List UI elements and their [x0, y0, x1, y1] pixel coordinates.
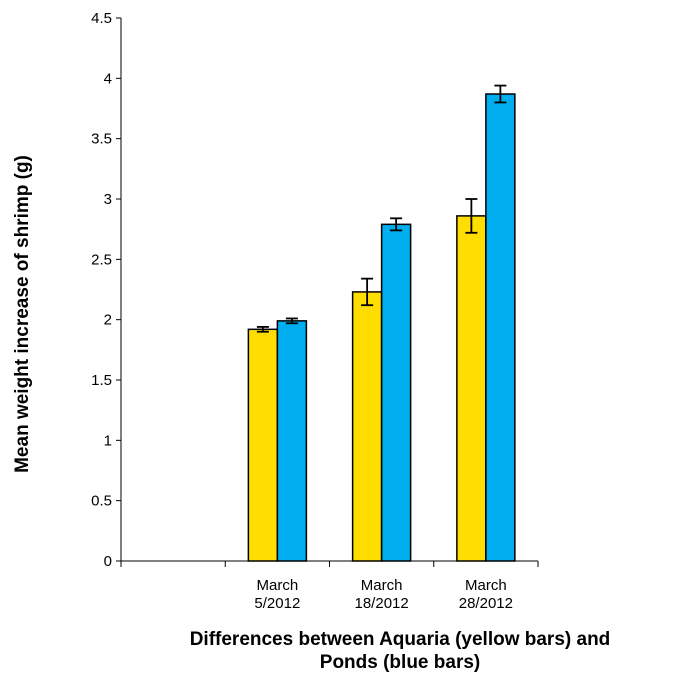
bar: [351, 291, 383, 562]
x-axis-title-line-2: Ponds (blue bars): [320, 652, 480, 673]
y-tick-label: 3.5: [91, 131, 112, 148]
y-tick-label: 0.5: [91, 493, 112, 510]
y-axis-title: Mean weight increase of shrimp (g): [12, 155, 33, 473]
bar: [247, 328, 279, 562]
y-tick-label: 2.5: [91, 251, 112, 268]
bars-layer: [247, 84, 516, 562]
y-tick-label: 1.5: [91, 372, 112, 389]
y-tick-label: 4: [104, 70, 112, 87]
bar: [380, 223, 412, 562]
y-tick-label: 1: [104, 432, 112, 449]
bar: [456, 215, 487, 562]
x-category-label: 28/2012: [459, 595, 513, 612]
x-category-label: March: [361, 577, 403, 594]
y-tick-label: 2: [104, 312, 112, 329]
y-tick-label: 4.5: [91, 10, 112, 27]
y-ticks: 0 0.5 1 1.5 2 2.5 3 3.5 4 4.5: [91, 10, 121, 570]
x-category-label: March: [257, 577, 299, 594]
bar: [276, 320, 308, 562]
bar: [485, 93, 516, 562]
y-tick-label: 0: [104, 553, 112, 570]
y-tick-label: 3: [104, 191, 112, 208]
x-category-label: 18/2012: [355, 595, 409, 612]
x-category-label: 5/2012: [254, 595, 300, 612]
x-category-label: March: [465, 577, 507, 594]
x-axis-title-line-1: Differences between Aquaria (yellow bars…: [190, 629, 611, 650]
